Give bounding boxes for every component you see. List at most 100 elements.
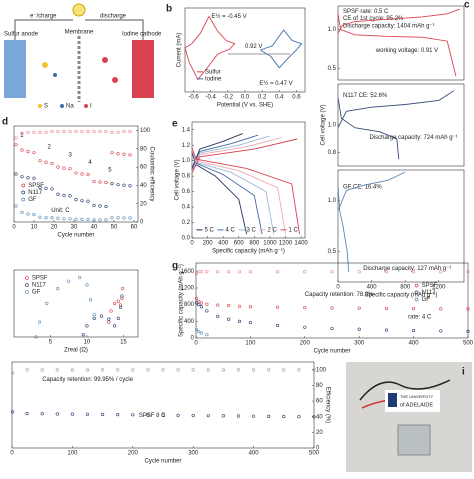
- data-point: [68, 217, 72, 221]
- legend-symbol: [414, 290, 419, 295]
- series-line: [191, 138, 300, 235]
- data-point: [146, 413, 150, 417]
- legend-symbol: [21, 197, 26, 202]
- x-tick-label: 0: [190, 241, 194, 247]
- x-tick-label: 400: [367, 285, 378, 291]
- data-point: [439, 307, 443, 311]
- data-point: [384, 306, 389, 311]
- x-axis-label: Potential (V vs. SHE): [217, 103, 273, 109]
- x-tick-label: 0.6: [292, 95, 301, 101]
- data-point: [100, 412, 105, 417]
- plot-frame: [337, 5, 465, 81]
- data-point: [197, 303, 201, 307]
- logo-text: of ADELAIDE: [400, 402, 433, 408]
- logo-text: THE UNIVERSITY: [400, 394, 433, 399]
- data-point: [38, 215, 42, 219]
- data-point: [297, 415, 301, 419]
- data-point: [14, 143, 18, 147]
- legend-label: N117: [32, 283, 47, 289]
- y-tick-label: 1.0: [328, 198, 337, 204]
- plot-frame: [191, 121, 306, 239]
- x-tick-label: 1200: [432, 285, 446, 291]
- data-point: [412, 307, 416, 311]
- data-point: [32, 212, 36, 217]
- data-point: [191, 413, 195, 418]
- data-point: [216, 314, 220, 318]
- data-point: [99, 314, 104, 318]
- annotation: E½ = 0.47 V: [259, 80, 292, 87]
- data-point: [74, 217, 78, 221]
- data-point: [412, 270, 416, 274]
- legend-label: GF: [32, 290, 41, 296]
- data-point: [118, 303, 123, 307]
- data-point: [62, 217, 66, 221]
- data-point: [191, 368, 195, 372]
- data-point: [26, 212, 30, 216]
- data-point: [98, 129, 102, 134]
- data-point: [122, 183, 126, 187]
- data-point: [128, 184, 132, 188]
- plot-frame: [13, 125, 139, 223]
- legend-label: I: [90, 104, 92, 110]
- data-point: [205, 333, 209, 337]
- data-point: [439, 270, 443, 274]
- data-point: [128, 216, 132, 220]
- y2-tick-label: 80: [316, 383, 323, 389]
- legend-label: GF: [422, 297, 431, 303]
- data-point: [107, 317, 111, 321]
- data-point: [56, 287, 60, 291]
- data-point: [26, 150, 30, 154]
- x-tick-label: 50: [111, 225, 118, 231]
- x-tick-label: 500: [463, 341, 474, 347]
- data-point: [237, 304, 242, 308]
- legend-label: Sulfur: [205, 69, 221, 75]
- legend-label: 5 C: [205, 227, 215, 233]
- data-point: [20, 175, 24, 179]
- data-point: [303, 325, 307, 329]
- data-point: [85, 412, 90, 416]
- y2-tick-label: 60: [316, 399, 323, 405]
- data-point: [50, 129, 54, 134]
- annotation: Unit: C: [51, 208, 70, 214]
- data-point: [32, 176, 36, 180]
- data-point: [55, 412, 59, 416]
- x-axis-label: Cycle number: [313, 349, 350, 355]
- data-point: [80, 129, 84, 134]
- x-tick-label: 500: [309, 451, 320, 457]
- data-point: [128, 129, 132, 134]
- legend-symbol: [60, 104, 64, 108]
- annotation: 5: [108, 168, 112, 174]
- y-tick-label: 1.4: [182, 127, 191, 133]
- data-point: [26, 130, 30, 134]
- x-tick-label: 0.4: [275, 95, 284, 101]
- data-point: [146, 368, 150, 372]
- x-axis-label: Cycle number: [144, 459, 181, 465]
- y-axis-label: Current (mA): [177, 33, 183, 68]
- data-point: [55, 368, 59, 372]
- panel-label: d: [2, 117, 8, 128]
- data-point: [50, 216, 54, 220]
- data-point: [92, 179, 96, 184]
- data-point: [11, 410, 15, 414]
- label: Membrane: [65, 30, 94, 36]
- y-tick-label: 0.0: [182, 236, 191, 242]
- y2-tick-label: 20: [316, 430, 323, 436]
- y-tick-label: 0.5: [328, 249, 337, 255]
- data-point: [276, 323, 280, 328]
- data-point: [236, 368, 241, 372]
- data-point: [104, 204, 108, 209]
- y2-tick-label: 60: [140, 165, 147, 171]
- wire: [14, 19, 144, 40]
- data-point: [45, 301, 49, 306]
- annotation: 4: [88, 160, 92, 166]
- x-tick-label: 1000: [263, 241, 277, 247]
- y2-axis-label: Efficiency (%): [324, 387, 330, 424]
- data-point: [92, 316, 96, 320]
- data-point: [38, 130, 42, 134]
- x-tick-label: 10: [31, 225, 38, 231]
- data-point: [466, 270, 470, 274]
- data-point: [384, 270, 389, 274]
- data-point: [80, 217, 84, 221]
- data-point: [80, 172, 84, 176]
- data-point: [34, 335, 38, 339]
